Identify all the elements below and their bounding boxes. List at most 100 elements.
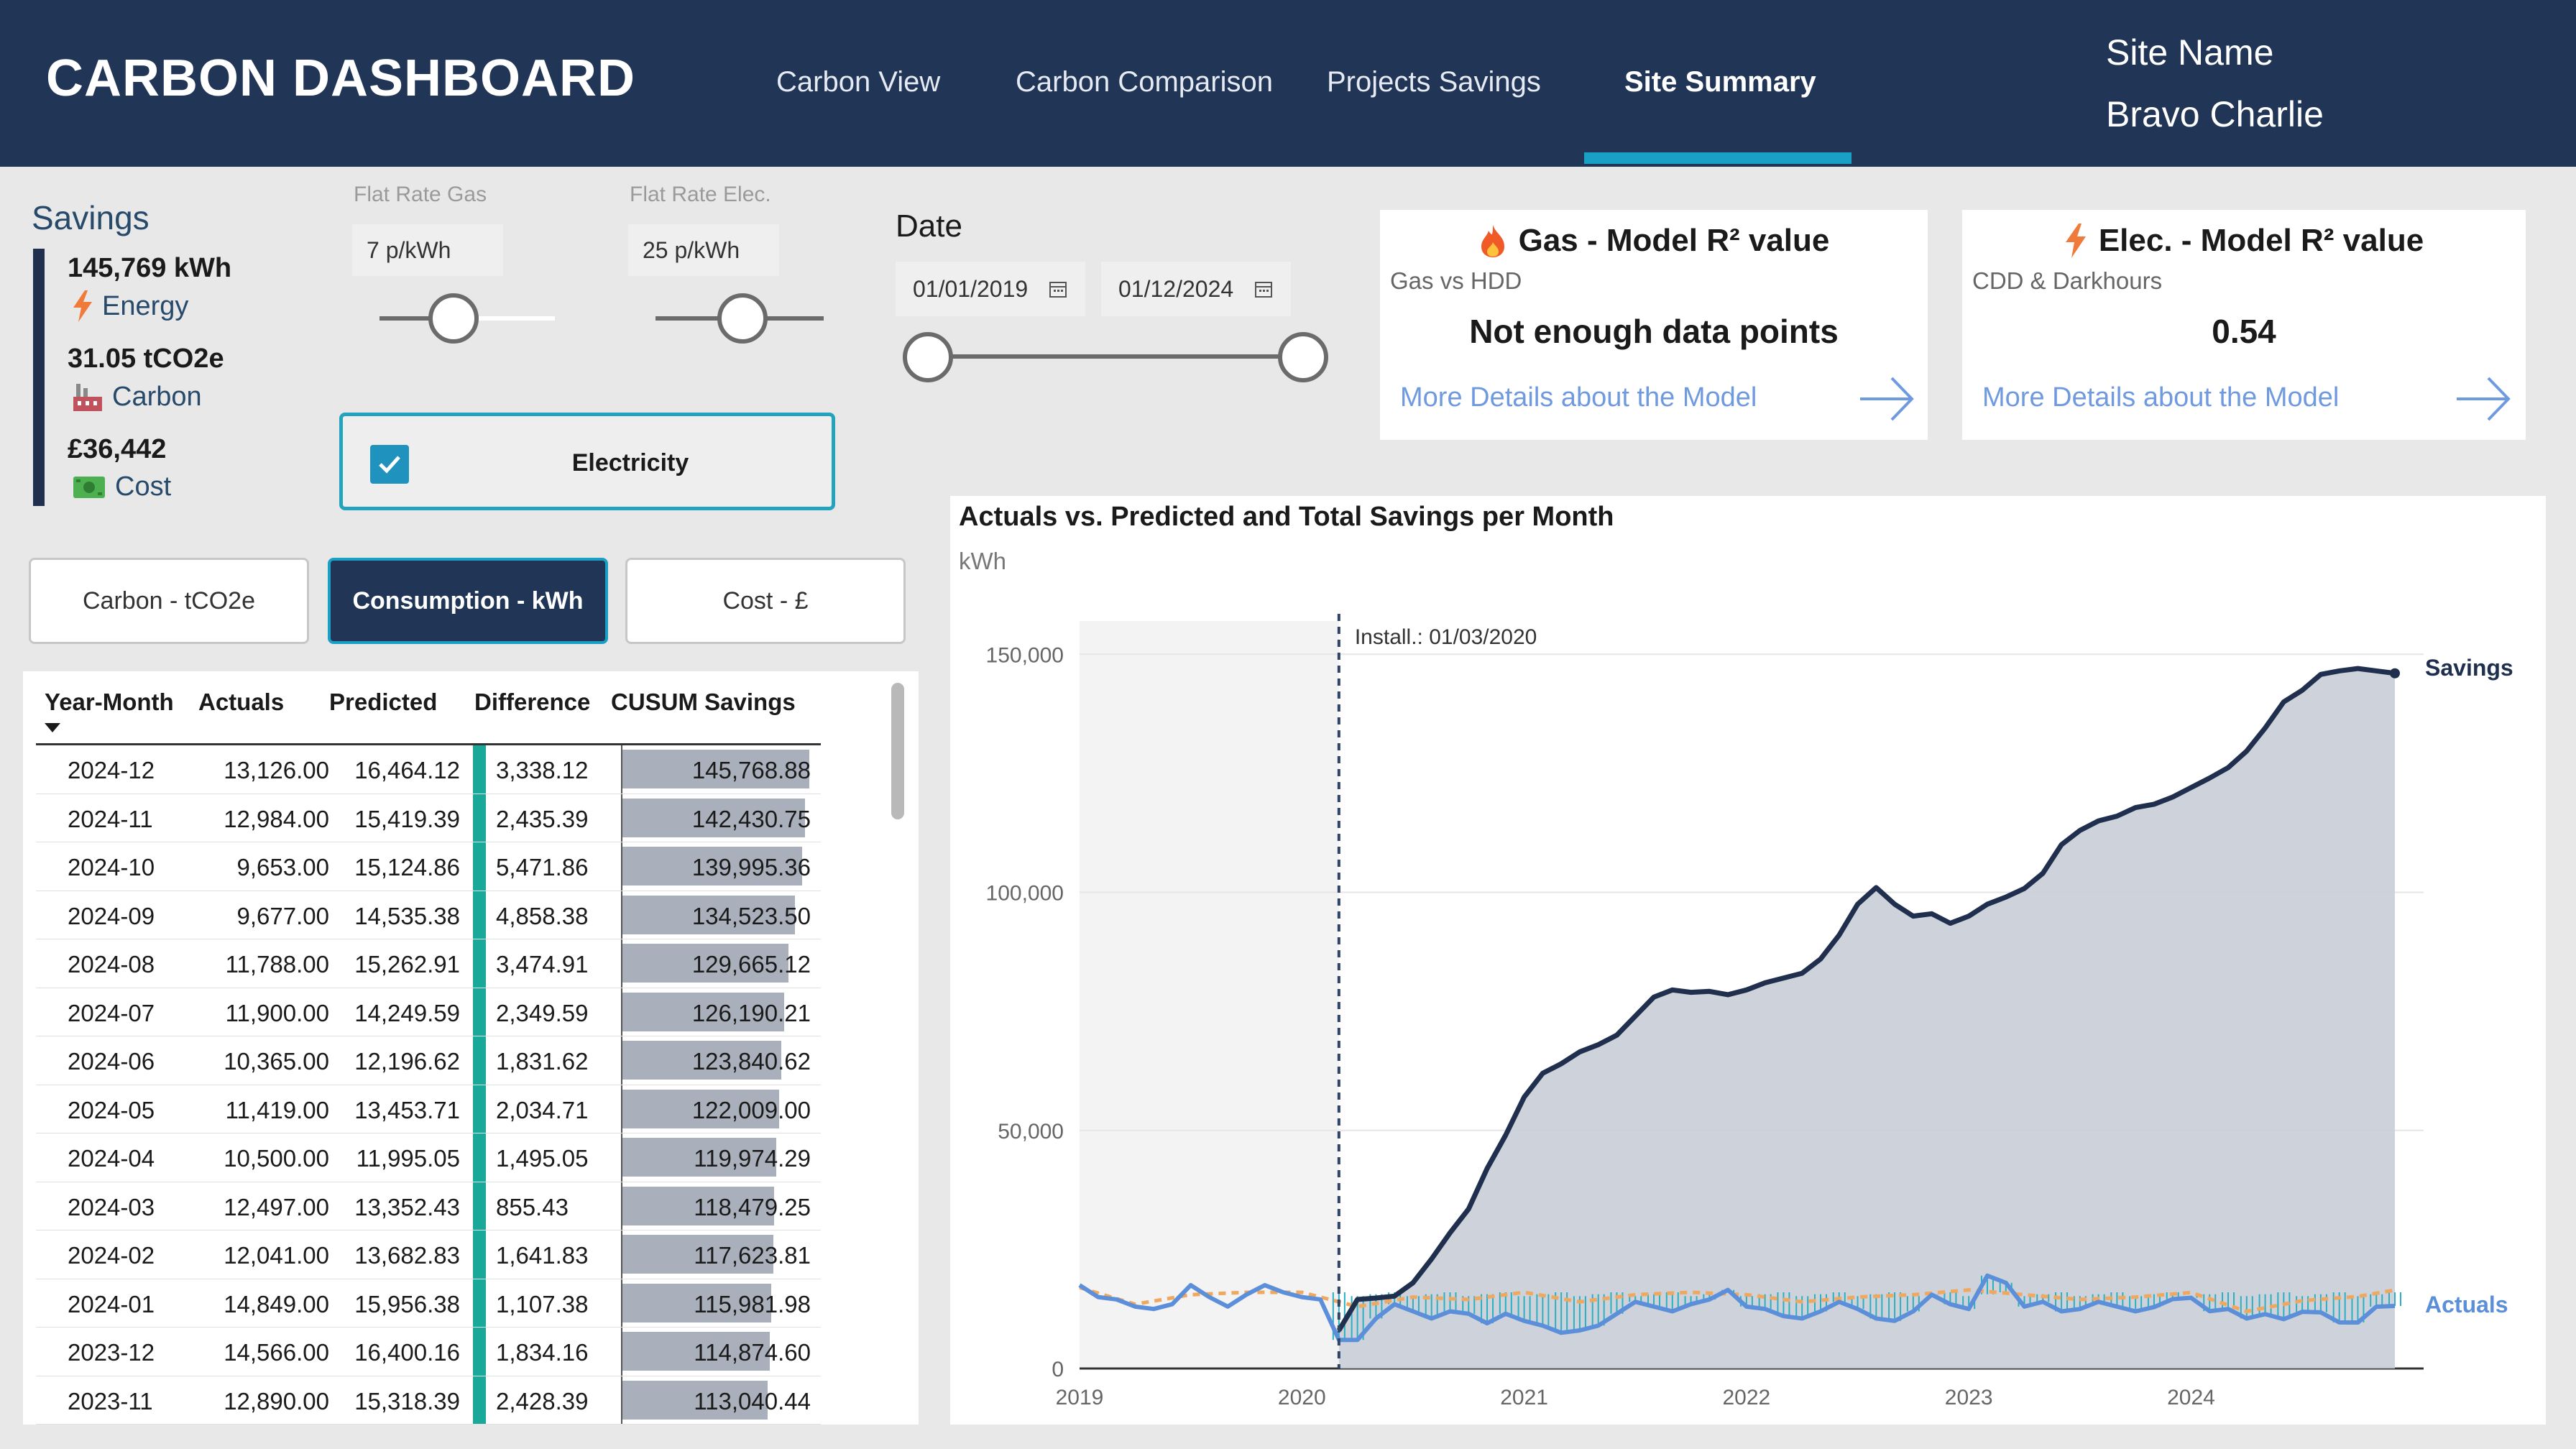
table-scrollbar[interactable] (891, 683, 904, 819)
difference-indicator (473, 1328, 486, 1376)
cost-savings-label: Cost (72, 472, 171, 502)
cusum-axis-line (621, 891, 622, 939)
consumption-measure-button[interactable]: Consumption - kWh (328, 558, 608, 644)
difference-indicator (473, 1376, 486, 1424)
table-row[interactable]: 2024-04 10,500.00 11,995.05 1,495.05 119,974… (36, 1133, 821, 1182)
energy-label-text: Energy (102, 290, 189, 321)
column-header-year-month[interactable]: Year-Month (45, 689, 174, 715)
table-row[interactable]: 2024-01 14,849.00 15,956.38 1,107.38 115,981… (36, 1279, 821, 1328)
end-date-input[interactable]: 01/12/2024 (1101, 262, 1291, 316)
gas-slider-handle[interactable] (428, 293, 479, 344)
cell-year-month: 2024-12 (68, 757, 155, 783)
cell-actuals: 13,126.00 (224, 757, 329, 783)
cell-predicted: 15,124.86 (354, 854, 460, 880)
difference-indicator (473, 988, 486, 1036)
cell-predicted: 14,535.38 (354, 902, 460, 929)
elec-rate-input[interactable]: 25 p/kWh (628, 224, 779, 276)
y-tick-label: 0 (1052, 1358, 1064, 1381)
column-header-cusum[interactable]: CUSUM Savings (611, 689, 796, 715)
arrow-right-icon[interactable] (1854, 367, 1919, 431)
x-tick-label: 2019 (1056, 1386, 1104, 1409)
difference-indicator (473, 1085, 486, 1133)
elec-card-title-text: Elec. - Model R² value (2098, 223, 2424, 258)
electricity-filter[interactable]: Electricity (339, 413, 835, 510)
start-date-input[interactable]: 01/01/2019 (896, 262, 1085, 316)
column-header-predicted[interactable]: Predicted (329, 689, 438, 715)
table-row[interactable]: 2024-06 10,365.00 12,196.62 1,831.62 123,840… (36, 1036, 821, 1085)
cell-actuals: 14,566.00 (224, 1339, 329, 1366)
column-header-actuals[interactable]: Actuals (198, 689, 285, 715)
cusum-bar (622, 1138, 776, 1177)
pre-install-band (1080, 621, 1339, 1368)
cusum-bar (622, 1283, 771, 1322)
cell-predicted: 13,352.43 (354, 1193, 460, 1220)
factory-icon (73, 384, 102, 411)
table-row[interactable]: 2024-03 12,497.00 13,352.43 855.43 118,479.2… (36, 1182, 821, 1230)
gas-rate-label: Flat Rate Gas (354, 183, 487, 206)
elec-model-details-link[interactable]: More Details about the Model (1982, 382, 2340, 413)
sort-descending-icon[interactable] (45, 723, 60, 732)
carbon-measure-button[interactable]: Carbon - tCO2e (29, 558, 309, 644)
difference-indicator (473, 794, 486, 842)
savings-table: Year-Month Actuals Predicted Difference … (23, 671, 919, 1425)
table-row[interactable]: 2024-02 12,041.00 13,682.83 1,641.83 117,623… (36, 1230, 821, 1279)
predicted-line (1079, 1285, 2396, 1314)
nav-tab-projects-savings[interactable]: Projects Savings (1327, 66, 1541, 98)
cusum-bar (622, 1089, 779, 1128)
column-header-difference[interactable]: Difference (474, 689, 591, 715)
table-row[interactable]: 2024-12 13,126.00 16,464.12 3,338.12 145,768… (36, 745, 821, 794)
cell-year-month: 2024-10 (68, 854, 155, 880)
chart-y-unit: kWh (959, 548, 1006, 574)
nav-tab-carbon-comparison[interactable]: Carbon Comparison (1016, 66, 1273, 98)
table-row[interactable]: 2023-11 12,890.00 15,318.39 2,428.39 113,040… (36, 1376, 821, 1425)
cell-difference: 2,428.39 (496, 1387, 589, 1414)
checkmark-icon (379, 456, 400, 474)
table-row[interactable]: 2024-10 9,653.00 15,124.86 5,471.86 139,995.… (36, 842, 821, 891)
table-row[interactable]: 2024-05 11,419.00 13,453.71 2,034.71 122,009… (36, 1085, 821, 1133)
elec-slider-track (656, 316, 745, 321)
table-row[interactable]: 2024-08 11,788.00 15,262.91 3,474.91 129,665… (36, 939, 821, 988)
gas-card-title-text: Gas - Model R² value (1518, 223, 1830, 258)
table-row[interactable]: 2024-09 9,677.00 14,535.38 4,858.38 134,523.… (36, 891, 821, 939)
elec-slider-handle[interactable] (717, 293, 768, 344)
cell-cusum: 113,040.44 (694, 1387, 811, 1414)
difference-indicator (473, 1279, 486, 1327)
cell-difference: 5,471.86 (496, 854, 589, 880)
cell-actuals: 10,500.00 (224, 1145, 329, 1172)
nav-tab-carbon-view[interactable]: Carbon View (776, 66, 941, 98)
cell-year-month: 2024-08 (68, 951, 155, 978)
cell-cusum: 142,430.75 (691, 805, 811, 832)
cell-year-month: 2023-12 (68, 1339, 155, 1366)
date-start-handle[interactable] (903, 332, 953, 382)
cusum-bar (622, 1186, 775, 1225)
arrow-right-icon[interactable] (2451, 367, 2516, 431)
cusum-axis-line (621, 1182, 622, 1230)
savings-series-label: Savings (2425, 655, 2513, 681)
cusum-axis-line (621, 1133, 622, 1182)
gas-slider-track-remaining (454, 316, 555, 321)
electricity-checkbox[interactable] (370, 445, 409, 484)
y-tick-label: 100,000 (986, 882, 1064, 906)
date-end-handle[interactable] (1278, 332, 1328, 382)
difference-indicator (473, 1182, 486, 1230)
table-row[interactable]: 2024-11 12,984.00 15,419.39 2,435.39 142,430… (36, 794, 821, 842)
table-row[interactable]: 2024-07 11,900.00 14,249.59 2,349.59 126,190… (36, 988, 821, 1036)
gas-model-details-link[interactable]: More Details about the Model (1400, 382, 1757, 413)
cell-actuals: 11,900.00 (225, 999, 329, 1026)
header-bar: CARBON DASHBOARD Carbon View Carbon Comp… (0, 0, 2576, 167)
table-row[interactable]: 2023-12 14,566.00 16,400.16 1,834.16 114,874… (36, 1328, 821, 1376)
cell-actuals: 12,497.00 (224, 1193, 329, 1220)
nav-tab-site-summary[interactable]: Site Summary (1624, 66, 1816, 98)
elec-rate-label: Flat Rate Elec. (630, 183, 771, 206)
cell-year-month: 2024-07 (68, 999, 155, 1026)
cell-year-month: 2024-03 (68, 1193, 155, 1220)
cost-measure-button[interactable]: Cost - £ (625, 558, 906, 644)
date-title: Date (896, 208, 962, 244)
cell-predicted: 14,249.59 (354, 999, 460, 1026)
cusum-axis-line (621, 988, 622, 1036)
cell-cusum: 145,768.88 (691, 757, 811, 783)
cell-cusum: 123,840.62 (691, 1048, 811, 1075)
gas-rate-input[interactable]: 7 p/kWh (352, 224, 503, 276)
cell-actuals: 12,984.00 (224, 805, 329, 832)
cusum-axis-line (621, 842, 622, 891)
